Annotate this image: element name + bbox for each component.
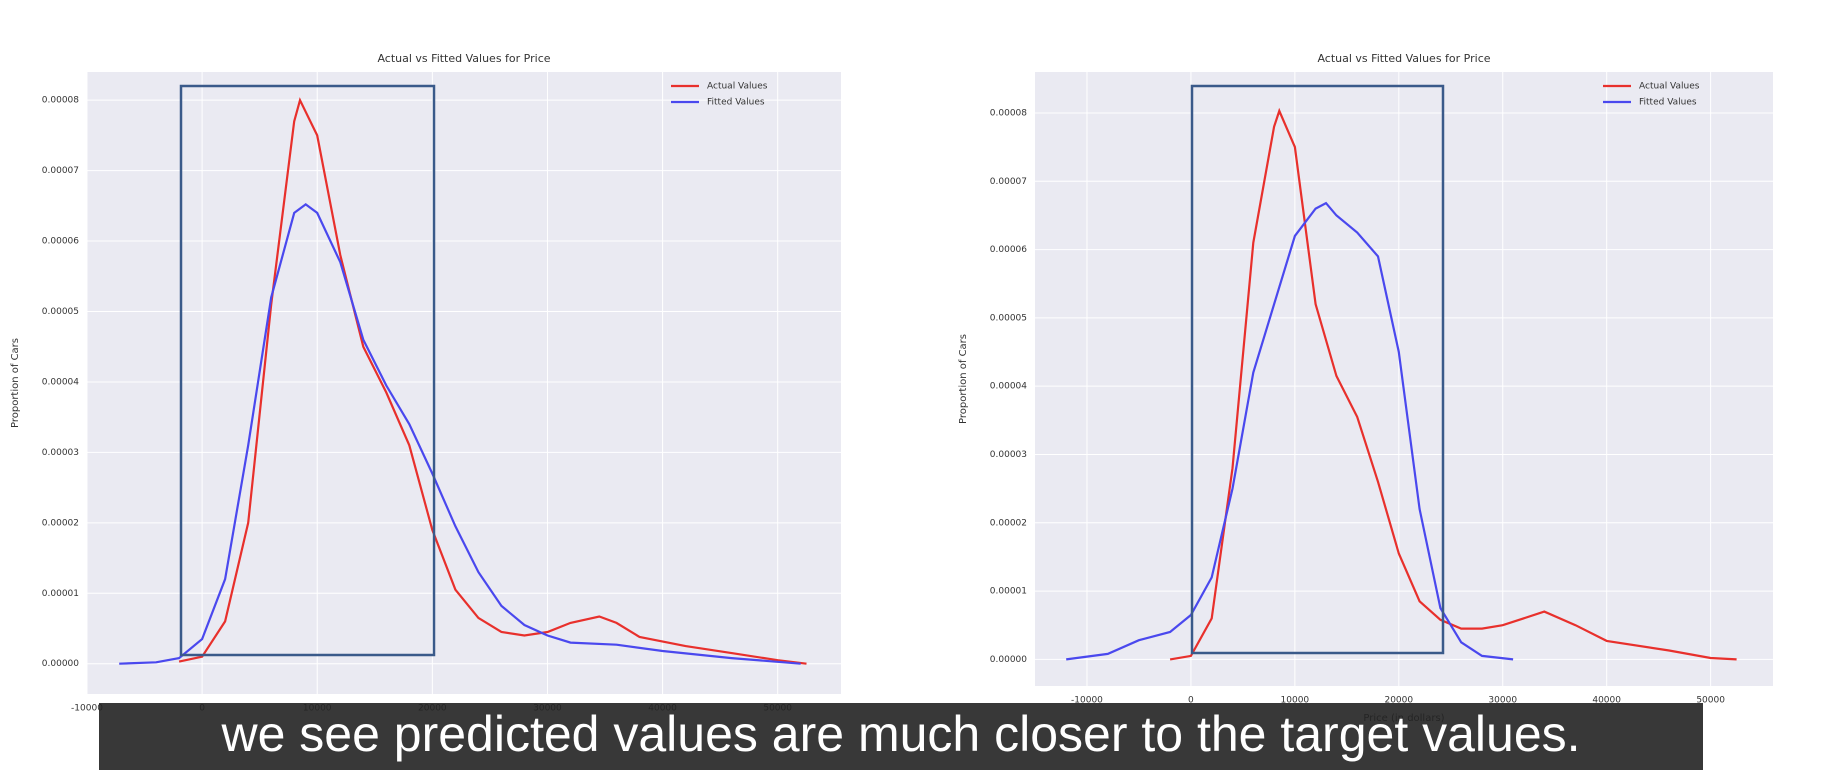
x-tick-label: 20000 [1384,696,1413,706]
y-tick-label: 0.00002 [990,518,1027,528]
x-tick-label: 10000 [1281,696,1310,706]
y-tick-label: 0.00006 [42,237,79,247]
plot-area [1035,72,1773,686]
y-tick-label: 0.00001 [42,589,79,599]
x-tick-label: -10000 [71,704,103,714]
legend-label: Actual Values [1639,82,1700,92]
y-tick-label: 0.00001 [990,587,1027,597]
y-tick-label: 0.00000 [42,659,79,669]
y-tick-label: 0.00005 [990,313,1027,323]
x-tick-label: 0 [1188,696,1194,706]
charts: Actual vs Fitted Values for Price Proport… [10,52,1773,724]
y-tick-label: 0.00004 [990,382,1027,392]
x-tick-label: 30000 [1488,696,1517,706]
y-tick-label: 0.00008 [990,108,1027,118]
line [178,97,807,665]
y-tick-label: 0.00005 [42,307,79,317]
y-tick-label: 0.00007 [42,166,79,176]
legend-label: Actual Values [707,82,768,92]
line [1169,107,1737,661]
line [1066,201,1514,661]
highlight-box [1190,84,1445,655]
y-tick-label: 0.00006 [990,245,1027,255]
plot-area [87,72,841,694]
y-axis-label: Proportion of Cars [958,334,969,424]
x-tick-label: 50000 [1696,696,1725,706]
line [119,203,801,665]
y-axis-label: Proportion of Cars [10,338,21,428]
chart-title: Actual vs Fitted Values for Price [1317,52,1490,65]
y-tick-label: 0.00007 [990,177,1027,187]
chart-title: Actual vs Fitted Values for Price [377,52,550,65]
y-tick-label: 0.00003 [990,450,1027,460]
y-tick-label: 0.00000 [990,655,1027,665]
y-tick-label: 0.00003 [42,448,79,458]
x-tick-label: 40000 [1592,696,1621,706]
legend-label: Fitted Values [1639,98,1697,108]
x-tick-label: -10000 [1071,696,1103,706]
y-tick-label: 0.00004 [42,377,79,387]
highlight-box [179,84,436,657]
caption: we see predicted values are much closer … [220,706,1580,762]
y-tick-label: 0.00008 [42,96,79,106]
caption-background [99,703,1703,770]
legend-label: Fitted Values [707,98,765,108]
y-tick-label: 0.00002 [42,518,79,528]
